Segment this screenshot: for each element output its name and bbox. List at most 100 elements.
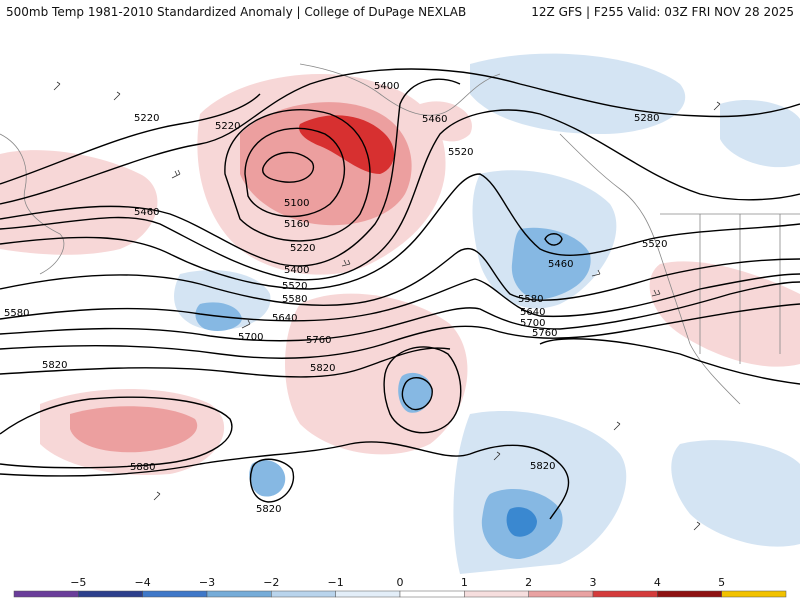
- contour-label: 5220: [215, 121, 240, 132]
- coastline-alaska: [299, 63, 501, 116]
- colorbar-swatch: [399, 590, 465, 598]
- colorbar-tick-label: 3: [590, 576, 597, 589]
- wind-barb: [493, 451, 501, 461]
- height-contours: [0, 68, 800, 520]
- colorbar-ticks: −5 −4 −3 −2 −1 0 1 2 3 4 5: [70, 576, 725, 589]
- contour-line-5640: [0, 273, 800, 322]
- contour-line-5520: [0, 173, 800, 290]
- contour-line-5820-south: [0, 441, 570, 520]
- contour-label: 5100: [284, 198, 309, 209]
- contour-line-5460-east-loop: [544, 233, 563, 246]
- contour-label: 5400: [374, 81, 399, 92]
- cool-anomaly-east-trough-mid: [511, 227, 591, 300]
- cool-anomaly-southwest-low: [249, 460, 286, 497]
- contour-label: 5460: [422, 114, 447, 125]
- warm-anomaly-southwest-mid: [70, 406, 198, 453]
- contour-label: 5760: [306, 335, 331, 346]
- map-title: 500mb Temp 1981-2010 Standardized Anomal…: [6, 5, 467, 19]
- wind-barb: [341, 259, 351, 267]
- contour-label: 5400: [284, 265, 309, 276]
- contour-label: 5760: [532, 328, 557, 339]
- colorbar-tick-label: −5: [70, 576, 86, 589]
- cool-anomaly-northeast-2: [720, 99, 800, 168]
- colorbar-swatch: [335, 590, 401, 598]
- contour-line-5100: [262, 151, 315, 183]
- contour-label: 5580: [282, 294, 307, 305]
- colorbar-swatch: [271, 590, 336, 598]
- contour-label: 5460: [134, 207, 159, 218]
- contour-label: 5640: [520, 307, 545, 318]
- wind-barb: [171, 169, 181, 179]
- contour-label: 5520: [448, 147, 473, 158]
- contour-line-5700: [0, 281, 800, 342]
- colorbar-swatch: [206, 590, 272, 598]
- contour-line-5820-inner-loop: [401, 377, 433, 411]
- model-run-info: 12Z GFS | F255 Valid: 03Z FRI NOV 28 202…: [531, 5, 794, 19]
- colorbar-swatch: [464, 590, 529, 598]
- wind-barb: [651, 289, 661, 297]
- contour-line-5160: [244, 127, 346, 218]
- coastline-north-america: [559, 133, 741, 405]
- contour-label: 5220: [134, 113, 159, 124]
- wind-barb: [713, 101, 721, 111]
- cool-anomaly-south-core: [506, 507, 537, 537]
- colorbar-tick-label: 4: [654, 576, 661, 589]
- contour-label: 5580: [4, 308, 29, 319]
- wind-barb: [613, 421, 621, 431]
- cool-anomaly-southeast: [671, 440, 800, 547]
- contour-line-5820-north: [0, 347, 451, 378]
- contour-label: 5460: [548, 259, 573, 270]
- colorbar-tick-label: −4: [135, 576, 151, 589]
- contour-label: 5700: [238, 332, 263, 343]
- contour-line-5580: [0, 247, 800, 306]
- contour-label: 5520: [642, 239, 667, 250]
- contour-line-5820-sw-loop: [249, 458, 295, 503]
- contour-label: 5820: [310, 363, 335, 374]
- contour-label: 5520: [282, 281, 307, 292]
- colorbar-swatch: [657, 590, 722, 598]
- contour-label: 5220: [290, 243, 315, 254]
- wind-barbs: [53, 81, 721, 531]
- coastline-asia: [0, 133, 65, 275]
- colorbar-tick-label: 0: [397, 576, 404, 589]
- contour-line-5760: [0, 303, 800, 359]
- contour-label: 5280: [634, 113, 659, 124]
- map-header: 500mb Temp 1981-2010 Standardized Anomal…: [0, 0, 800, 24]
- contour-line-5460-north: [0, 109, 800, 281]
- colorbar: −5 −4 −3 −2 −1 0 1 2 3 4 5: [13, 576, 787, 598]
- contour-line-5820-loop: [383, 346, 462, 434]
- warm-anomaly-north-low-core: [299, 115, 395, 174]
- colorbar-tick-label: −3: [199, 576, 215, 589]
- contour-label: 5580: [518, 294, 543, 305]
- weather-map: 5220 5220 5400 5460 5520 5280 5460 5100 …: [0, 53, 800, 574]
- warm-anomaly-central: [285, 293, 468, 455]
- colorbar-tick-label: 5: [718, 576, 725, 589]
- cool-anomaly-northeast: [470, 53, 686, 134]
- colorbar-tick-label: 2: [525, 576, 532, 589]
- wind-barb: [591, 269, 601, 277]
- contour-line-5280: [0, 68, 800, 205]
- contour-line-5400: [0, 78, 461, 267]
- contour-label: 5700: [520, 318, 545, 329]
- contour-label: 5880: [130, 462, 155, 473]
- contour-label: 5820: [530, 461, 555, 472]
- contour-label: 5160: [284, 219, 309, 230]
- colorbar-swatch: [78, 590, 143, 598]
- colorbar-tick-label: −2: [263, 576, 279, 589]
- colorbar-tick-label: 1: [461, 576, 468, 589]
- wind-barb: [153, 491, 161, 501]
- colorbar-swatch: [721, 590, 787, 598]
- wind-barb: [53, 81, 61, 91]
- colorbar-swatch: [142, 590, 208, 598]
- warm-anomaly-west: [0, 150, 158, 255]
- contour-line-5220-west: [0, 93, 261, 185]
- wind-barb: [693, 521, 701, 531]
- colorbar-swatches: [13, 590, 787, 598]
- colorbar-tick-label: −1: [328, 576, 344, 589]
- contour-line-5880: [0, 396, 233, 469]
- wind-barb: [113, 91, 121, 101]
- warm-anomaly-north: [420, 101, 472, 142]
- colorbar-swatch: [592, 590, 658, 598]
- contour-line-5220-inner: [224, 109, 371, 242]
- wind-barb: [241, 319, 251, 329]
